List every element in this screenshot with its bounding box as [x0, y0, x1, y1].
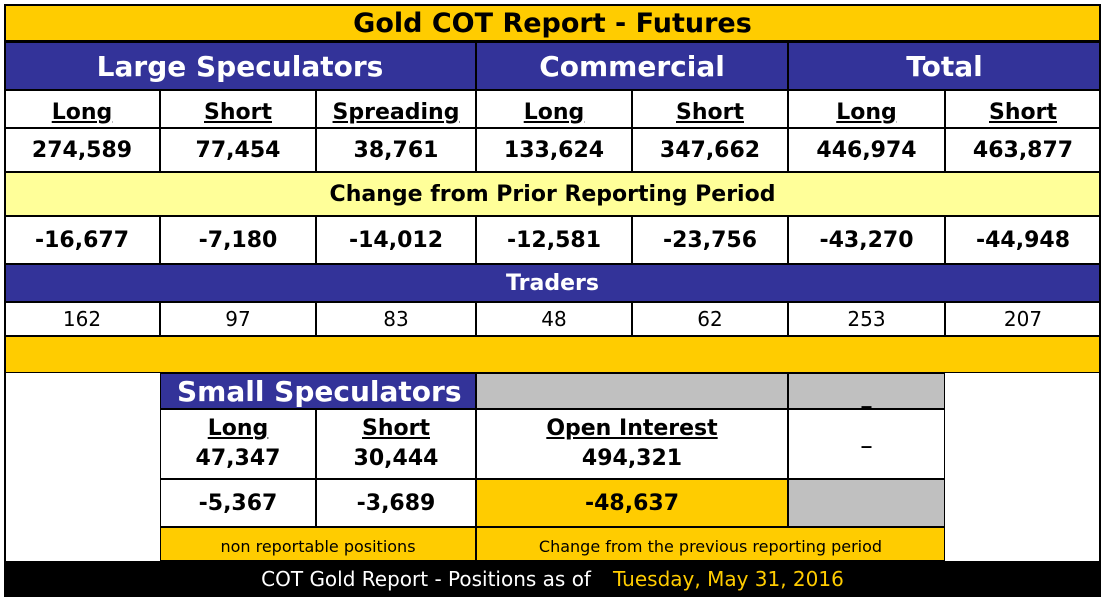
report-title: Gold COT Report - Futures [4, 4, 1101, 42]
small-speculators-header: Small Speculators [160, 373, 476, 409]
dash-top: _ [788, 373, 945, 409]
trd-total-short: 207 [945, 302, 1101, 336]
col-ls-spreading: Spreading [316, 90, 476, 128]
grey-filler-top [476, 373, 788, 409]
pos-ls-long: 274,589 [4, 128, 160, 172]
col-com-long: Long [476, 90, 632, 128]
footer: COT Gold Report - Positions as of Tuesda… [4, 561, 1101, 597]
col-total-long: Long [788, 90, 945, 128]
chg-total-long: -43,270 [788, 216, 945, 264]
trd-ls-short: 97 [160, 302, 316, 336]
ss-long-change: -5,367 [160, 479, 316, 527]
footer-date: Tuesday, May 31, 2016 [612, 567, 844, 591]
trd-ls-long: 162 [4, 302, 160, 336]
open-interest-label: Open Interest [546, 416, 718, 441]
group-total: Total [788, 42, 1101, 90]
trd-com-long: 48 [476, 302, 632, 336]
oi-note: Change from the previous reporting perio… [476, 527, 945, 561]
ss-long-cell: Long 47,347 [160, 409, 316, 479]
chg-com-long: -12,581 [476, 216, 632, 264]
footer-text: COT Gold Report - Positions as of [261, 567, 591, 591]
separator-bar [4, 336, 1101, 373]
grey-filler-bottom [788, 479, 945, 527]
open-interest-change: -48,637 [476, 479, 788, 527]
col-ls-long: Long [4, 90, 160, 128]
pos-total-long: 446,974 [788, 128, 945, 172]
pos-ls-short: 77,454 [160, 128, 316, 172]
group-large-speculators: Large Speculators [4, 42, 476, 90]
pos-ls-spreading: 38,761 [316, 128, 476, 172]
dash-middle: _ [788, 409, 945, 479]
trd-com-short: 62 [632, 302, 788, 336]
ss-long-label: Long [207, 416, 269, 441]
ss-short-label: Short [362, 416, 430, 441]
pos-total-short: 463,877 [945, 128, 1101, 172]
trd-total-long: 253 [788, 302, 945, 336]
chg-total-short: -44,948 [945, 216, 1101, 264]
chg-com-short: -23,756 [632, 216, 788, 264]
ss-short-change: -3,689 [316, 479, 476, 527]
pos-com-short: 347,662 [632, 128, 788, 172]
col-ls-short: Short [160, 90, 316, 128]
chg-ls-short: -7,180 [160, 216, 316, 264]
open-interest-cell: Open Interest 494,321 [476, 409, 788, 479]
chg-ls-spreading: -14,012 [316, 216, 476, 264]
open-interest-value: 494,321 [581, 446, 683, 471]
ss-short-value: 30,444 [353, 446, 439, 471]
group-commercial: Commercial [476, 42, 788, 90]
ss-long-value: 47,347 [195, 446, 281, 471]
chg-ls-long: -16,677 [4, 216, 160, 264]
col-com-short: Short [632, 90, 788, 128]
traders-header: Traders [4, 264, 1101, 302]
ss-note: non reportable positions [160, 527, 476, 561]
pos-com-long: 133,624 [476, 128, 632, 172]
trd-ls-spreading: 83 [316, 302, 476, 336]
ss-short-cell: Short 30,444 [316, 409, 476, 479]
col-total-short: Short [945, 90, 1101, 128]
change-header: Change from Prior Reporting Period [4, 172, 1101, 216]
